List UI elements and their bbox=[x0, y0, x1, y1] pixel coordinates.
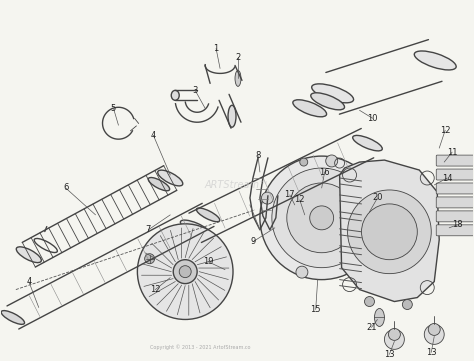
Circle shape bbox=[145, 254, 155, 264]
Ellipse shape bbox=[293, 100, 327, 117]
Text: 15: 15 bbox=[310, 305, 321, 314]
Circle shape bbox=[261, 192, 273, 204]
Circle shape bbox=[388, 329, 401, 340]
Ellipse shape bbox=[196, 208, 220, 222]
Ellipse shape bbox=[228, 105, 236, 127]
Circle shape bbox=[173, 260, 197, 284]
Ellipse shape bbox=[414, 51, 456, 70]
Text: 4: 4 bbox=[151, 131, 156, 140]
Text: 12: 12 bbox=[294, 195, 305, 204]
Ellipse shape bbox=[353, 135, 383, 151]
FancyBboxPatch shape bbox=[436, 155, 474, 166]
Text: 21: 21 bbox=[366, 323, 377, 332]
Circle shape bbox=[362, 204, 417, 260]
FancyBboxPatch shape bbox=[436, 197, 474, 208]
Text: 6: 6 bbox=[63, 183, 68, 192]
Text: 11: 11 bbox=[447, 148, 457, 157]
Circle shape bbox=[365, 296, 374, 306]
Circle shape bbox=[260, 156, 383, 280]
Ellipse shape bbox=[1, 310, 25, 324]
Text: 4: 4 bbox=[26, 277, 31, 286]
Text: 12: 12 bbox=[150, 285, 161, 294]
Circle shape bbox=[424, 325, 444, 344]
Circle shape bbox=[310, 206, 334, 230]
FancyBboxPatch shape bbox=[436, 183, 474, 194]
Ellipse shape bbox=[171, 90, 179, 100]
Text: 17: 17 bbox=[284, 191, 295, 199]
Circle shape bbox=[300, 158, 308, 166]
Text: 16: 16 bbox=[319, 168, 330, 177]
Text: 20: 20 bbox=[372, 193, 383, 203]
Circle shape bbox=[287, 183, 356, 253]
Text: 13: 13 bbox=[384, 350, 395, 359]
Circle shape bbox=[347, 190, 431, 274]
Ellipse shape bbox=[374, 309, 384, 326]
Circle shape bbox=[137, 224, 233, 319]
Text: 3: 3 bbox=[192, 86, 198, 95]
Polygon shape bbox=[339, 160, 439, 301]
FancyBboxPatch shape bbox=[436, 211, 474, 222]
Circle shape bbox=[179, 266, 191, 278]
Circle shape bbox=[326, 155, 337, 167]
Ellipse shape bbox=[158, 170, 183, 186]
Text: 14: 14 bbox=[442, 174, 453, 183]
Ellipse shape bbox=[235, 70, 241, 86]
Text: Copyright © 2013 - 2021 ArtofStream.co: Copyright © 2013 - 2021 ArtofStream.co bbox=[150, 344, 250, 350]
FancyBboxPatch shape bbox=[436, 169, 474, 180]
Ellipse shape bbox=[16, 247, 41, 262]
Text: 19: 19 bbox=[203, 257, 213, 266]
Circle shape bbox=[272, 168, 372, 268]
Text: 13: 13 bbox=[426, 348, 437, 357]
Circle shape bbox=[366, 241, 378, 253]
Ellipse shape bbox=[311, 93, 345, 110]
Text: 7: 7 bbox=[146, 225, 151, 234]
Text: ARTStream™: ARTStream™ bbox=[205, 180, 269, 190]
Text: 9: 9 bbox=[250, 237, 255, 246]
Circle shape bbox=[402, 300, 412, 309]
Circle shape bbox=[384, 330, 404, 349]
Text: 18: 18 bbox=[452, 220, 463, 229]
Text: 8: 8 bbox=[255, 151, 261, 160]
Text: 5: 5 bbox=[111, 104, 116, 113]
Circle shape bbox=[428, 323, 440, 335]
Polygon shape bbox=[372, 183, 401, 223]
Circle shape bbox=[296, 266, 308, 278]
Text: 2: 2 bbox=[236, 53, 241, 62]
Text: 12: 12 bbox=[440, 126, 450, 135]
Ellipse shape bbox=[312, 84, 354, 103]
Text: 1: 1 bbox=[213, 44, 219, 53]
FancyBboxPatch shape bbox=[436, 225, 474, 236]
Ellipse shape bbox=[148, 178, 170, 191]
Text: 10: 10 bbox=[367, 114, 378, 123]
Ellipse shape bbox=[181, 220, 210, 235]
